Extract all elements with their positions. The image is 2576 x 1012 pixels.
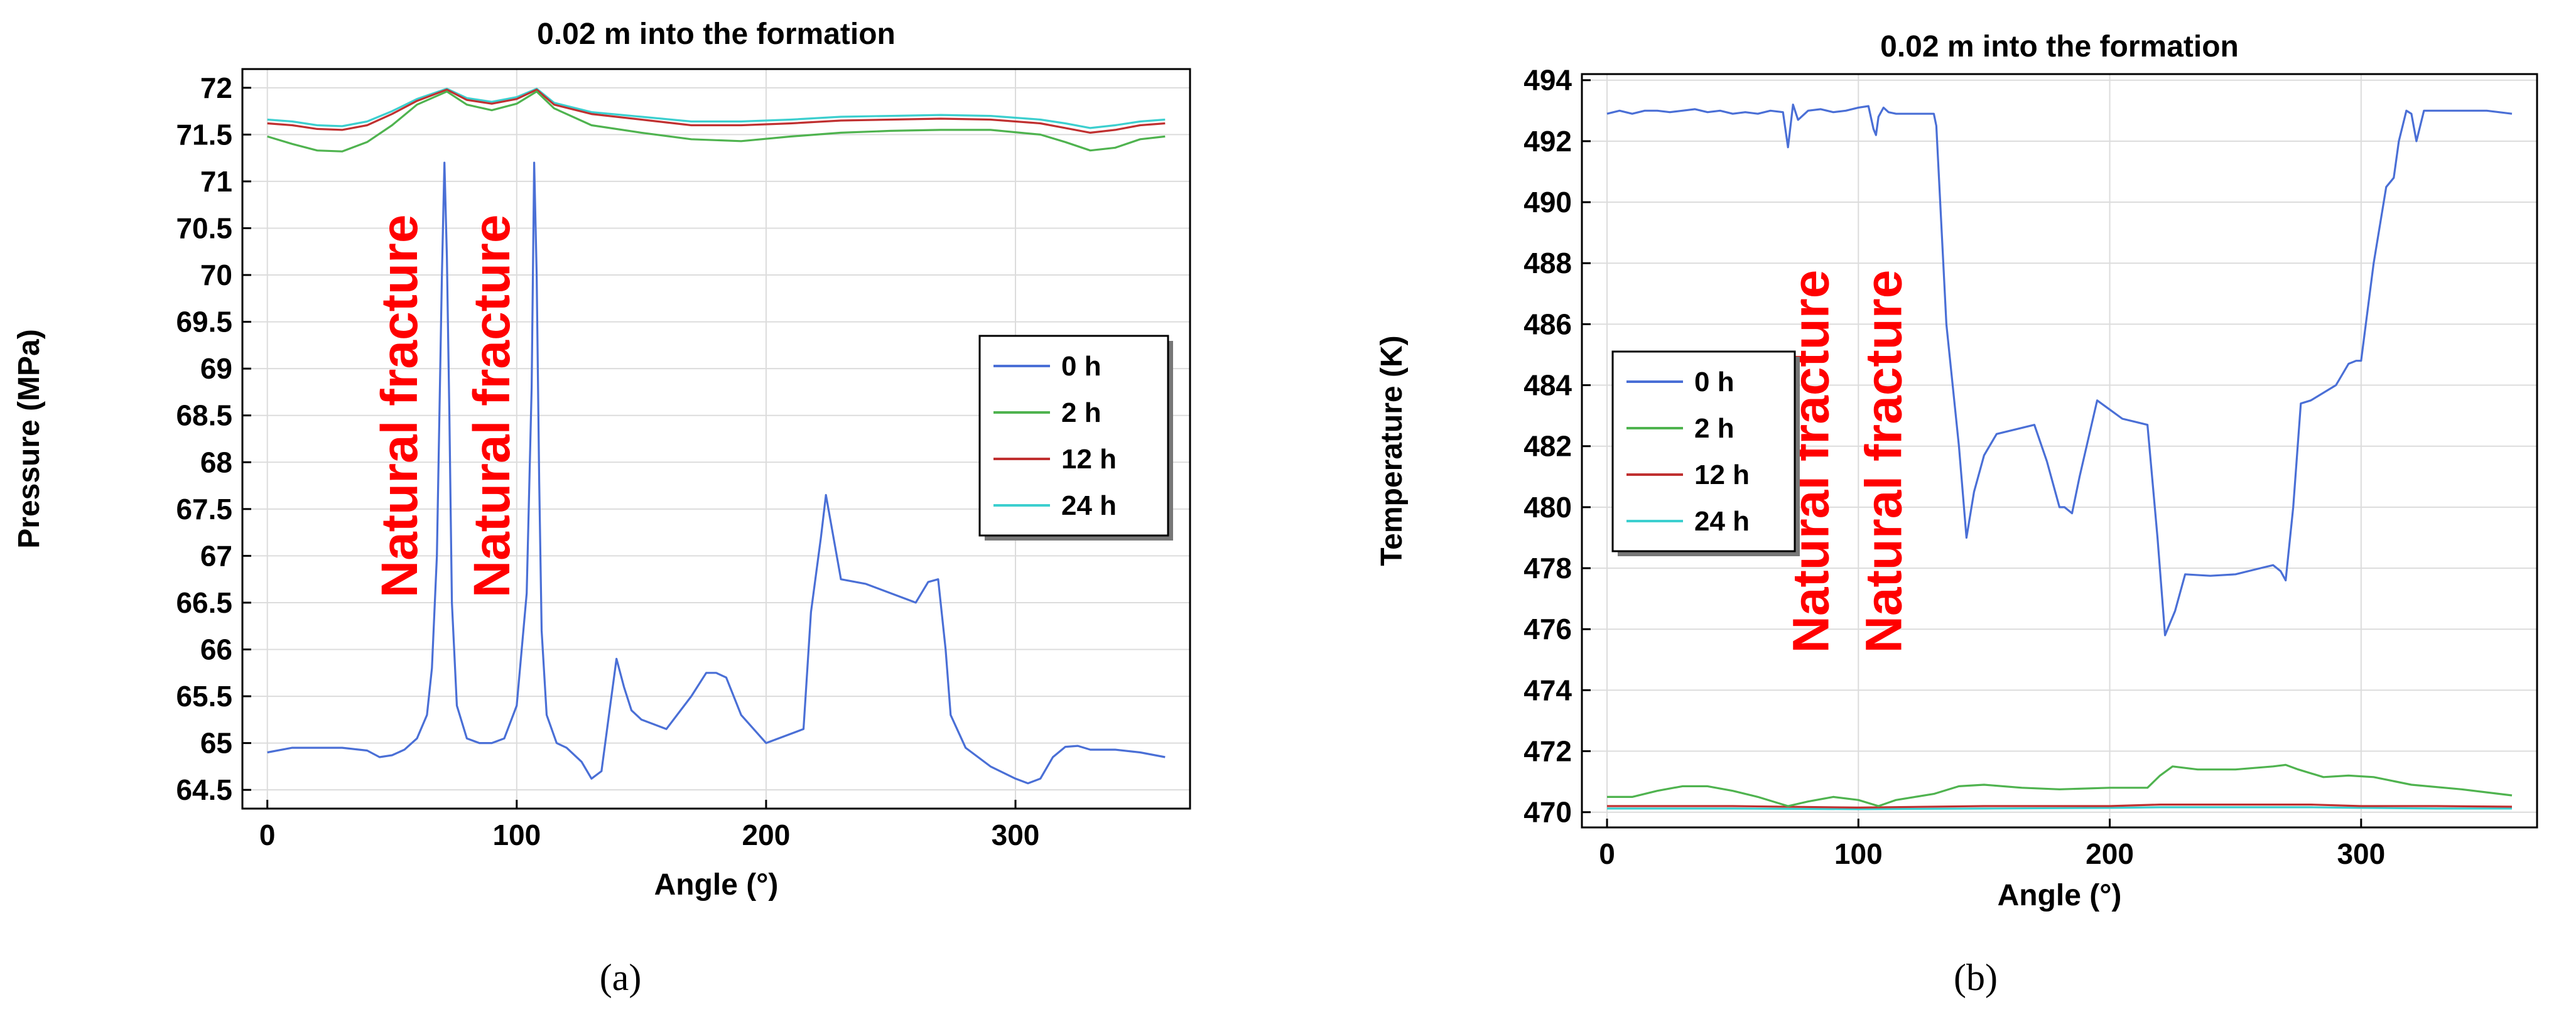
y-tick-label: 70.5: [176, 212, 232, 244]
x-tick-label: 0: [259, 819, 276, 851]
x-tick-label: 300: [2337, 837, 2385, 870]
axes-frame: [1581, 73, 2538, 829]
y-tick-label: 480: [1523, 491, 1572, 524]
y-tick-label: 68: [200, 446, 232, 478]
y-tick-label: 70: [200, 259, 232, 291]
x-tick-label: 300: [992, 819, 1040, 851]
series-line-2h: [267, 90, 1166, 153]
series-line-0h: [1606, 104, 2513, 637]
y-axis-label: Pressure (MPa): [13, 329, 46, 548]
series-line-12h: [267, 89, 1166, 134]
y-tick-label: 66: [200, 633, 232, 666]
y-tick-label: 474: [1523, 674, 1572, 706]
legend-box: [1611, 350, 1796, 552]
y-tick-label: 67: [200, 539, 232, 572]
y-tick-label: 490: [1523, 186, 1572, 218]
y-tick-label: 65: [200, 727, 232, 760]
legend-label: 24 h: [1694, 506, 1750, 537]
annotation-natural-fracture: Natural fracture: [371, 214, 428, 598]
x-tick-label: 200: [742, 819, 791, 851]
legend-label: 2 h: [1694, 413, 1734, 444]
series-group: [267, 87, 1166, 785]
y-tick-label: 476: [1523, 613, 1572, 645]
legend-label: 12 h: [1694, 460, 1750, 490]
x-axis-label: Angle (°): [1998, 879, 2122, 912]
annotation-natural-fracture: Natural fracture: [1855, 270, 1912, 654]
x-tick-label: 0: [1599, 837, 1615, 870]
y-tick-label: 482: [1523, 430, 1572, 463]
y-axis-label: Temperature (K): [1375, 335, 1409, 566]
legend-label: 0 h: [1061, 351, 1101, 382]
y-tick-label: 66.5: [176, 586, 232, 619]
y-tick-label: 71: [200, 165, 232, 198]
y-tick-label: 470: [1523, 796, 1572, 829]
y-tick-label: 69.5: [176, 306, 232, 338]
series-group: [1606, 104, 2513, 810]
x-tick-label: 100: [492, 819, 541, 851]
y-tick-label: 488: [1523, 247, 1572, 279]
axes-frame: [241, 68, 1191, 810]
y-tick-label: 69: [200, 352, 232, 385]
y-tick-label: 67.5: [176, 493, 232, 525]
legend-label: 24 h: [1061, 490, 1117, 521]
y-tick-label: 72: [200, 72, 232, 104]
panel-label: (b): [1954, 957, 1998, 998]
y-tick-label: 64.5: [176, 773, 232, 806]
legend-box: [978, 335, 1169, 537]
y-tick-label: 494: [1523, 64, 1572, 97]
y-tick-label: 65.5: [176, 680, 232, 713]
y-tick-label: 478: [1523, 552, 1572, 584]
chart-pressure: 0 100 200 300 64.5 65 65.5 66 66.5 67 67.5 68 68.5 69…: [13, 18, 1191, 998]
x-tick-label: 100: [1834, 837, 1883, 870]
y-tick-label: 492: [1523, 125, 1572, 158]
x-tick-label: 200: [2086, 837, 2134, 870]
chart-temperature: 0 100 200 300 470 472 474 476 478 480 482 484 486 488…: [1375, 30, 2538, 998]
y-tick-label: 486: [1523, 308, 1572, 340]
series-line-24h: [1607, 806, 2512, 810]
chart-title: 0.02 m into the formation: [1880, 30, 2239, 63]
series-line-12h: [1607, 804, 2513, 809]
y-tick-label: 68.5: [176, 399, 232, 432]
panel-label: (a): [600, 957, 642, 998]
series-line-0h: [267, 161, 1166, 785]
x-axis-label: Angle (°): [654, 868, 779, 902]
legend-label: 2 h: [1061, 397, 1101, 428]
chart-title: 0.02 m into the formation: [537, 18, 896, 51]
legend-label: 0 h: [1694, 367, 1734, 397]
y-tick-label: 472: [1523, 735, 1572, 768]
series-line-24h: [267, 87, 1166, 129]
y-tick-label: 71.5: [176, 118, 232, 151]
annotation-natural-fracture: Natural fracture: [463, 214, 521, 598]
legend-label: 12 h: [1061, 444, 1117, 475]
series-line-2h: [1607, 763, 2513, 807]
y-tick-label: 484: [1523, 369, 1572, 402]
